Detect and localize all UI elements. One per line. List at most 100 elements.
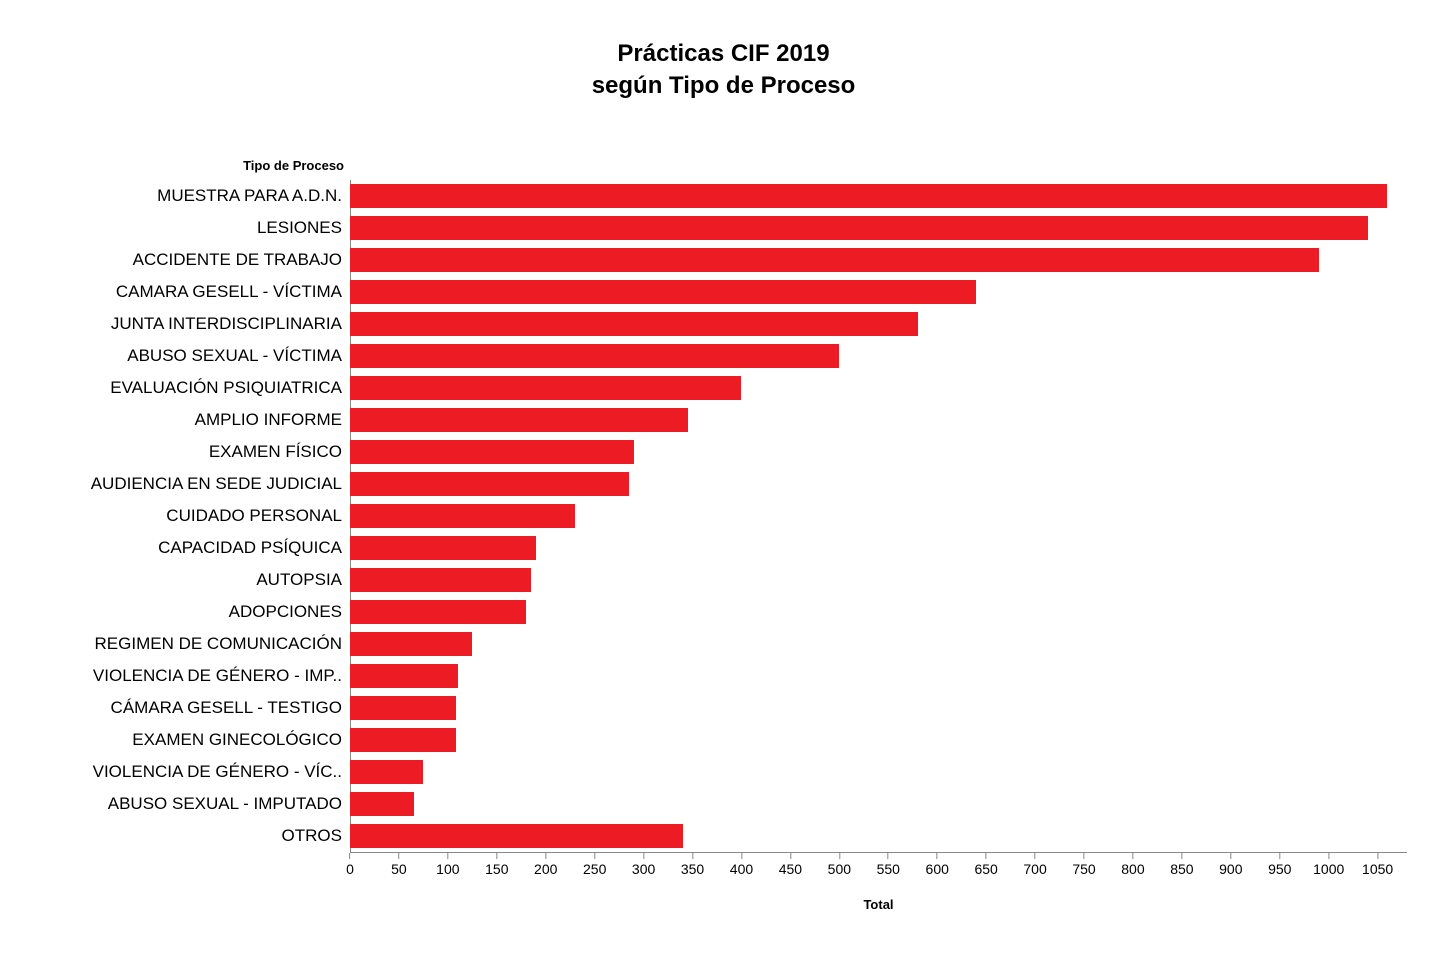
tick-label: 800 (1121, 861, 1144, 877)
x-tick: 800 (1121, 853, 1144, 877)
x-axis: Total 0501001502002503003504004505005506… (350, 852, 1407, 892)
bar-track (350, 660, 1407, 692)
x-tick: 200 (534, 853, 557, 877)
category-label: VIOLENCIA DE GÉNERO - VÍC.. (40, 762, 350, 782)
bar-row: ACCIDENTE DE TRABAJO (40, 244, 1407, 276)
bar-track (350, 532, 1407, 564)
tick-mark (1035, 853, 1036, 859)
bar-track (350, 628, 1407, 660)
category-label: REGIMEN DE COMUNICACIÓN (40, 634, 350, 654)
bar-track (350, 724, 1407, 756)
bar-row: CAPACIDAD PSÍQUICA (40, 532, 1407, 564)
tick-label: 700 (1023, 861, 1046, 877)
category-label: ABUSO SEXUAL - IMPUTADO (40, 794, 350, 814)
bar-row: CAMARA GESELL - VÍCTIMA (40, 276, 1407, 308)
bar-row: REGIMEN DE COMUNICACIÓN (40, 628, 1407, 660)
tick-label: 200 (534, 861, 557, 877)
category-label: AMPLIO INFORME (40, 410, 350, 430)
bar-track (350, 500, 1407, 532)
tick-label: 650 (974, 861, 997, 877)
bar (350, 312, 918, 336)
bar-track (350, 468, 1407, 500)
bar (350, 600, 526, 624)
bar-row: EXAMEN FÍSICO (40, 436, 1407, 468)
category-label: CUIDADO PERSONAL (40, 506, 350, 526)
bar-track (350, 564, 1407, 596)
x-tick: 850 (1170, 853, 1193, 877)
bar (350, 632, 472, 656)
bar-row: ADOPCIONES (40, 596, 1407, 628)
tick-mark (1084, 853, 1085, 859)
x-tick: 750 (1072, 853, 1095, 877)
x-tick: 350 (681, 853, 704, 877)
bar (350, 344, 839, 368)
bar-track (350, 180, 1407, 212)
tick-mark (1230, 853, 1231, 859)
tick-label: 450 (779, 861, 802, 877)
bar-row: EXAMEN GINECOLÓGICO (40, 724, 1407, 756)
tick-mark (741, 853, 742, 859)
tick-mark (1132, 853, 1133, 859)
tick-label: 900 (1219, 861, 1242, 877)
category-label: MUESTRA PARA A.D.N. (40, 186, 350, 206)
bar-row: AUTOPSIA (40, 564, 1407, 596)
x-tick: 0 (346, 853, 354, 877)
bar (350, 824, 683, 848)
y-axis-title: Tipo de Proceso (243, 158, 344, 173)
tick-label: 300 (632, 861, 655, 877)
tick-mark (1328, 853, 1329, 859)
bar-row: AUDIENCIA EN SEDE JUDICIAL (40, 468, 1407, 500)
bar-row: AMPLIO INFORME (40, 404, 1407, 436)
tick-label: 1050 (1362, 861, 1393, 877)
category-label: ACCIDENTE DE TRABAJO (40, 250, 350, 270)
x-tick: 150 (485, 853, 508, 877)
bar (350, 376, 741, 400)
tick-label: 750 (1072, 861, 1095, 877)
category-label: ADOPCIONES (40, 602, 350, 622)
category-label: ABUSO SEXUAL - VÍCTIMA (40, 346, 350, 366)
category-label: CAMARA GESELL - VÍCTIMA (40, 282, 350, 302)
tick-mark (692, 853, 693, 859)
bar (350, 184, 1387, 208)
x-tick: 250 (583, 853, 606, 877)
tick-label: 950 (1268, 861, 1291, 877)
tick-mark (1181, 853, 1182, 859)
tick-mark (349, 853, 350, 859)
tick-label: 1000 (1313, 861, 1344, 877)
bar (350, 728, 456, 752)
x-tick: 550 (877, 853, 900, 877)
x-tick: 400 (730, 853, 753, 877)
tick-label: 50 (391, 861, 407, 877)
bar (350, 472, 629, 496)
tick-label: 850 (1170, 861, 1193, 877)
tick-mark (937, 853, 938, 859)
bar-row: ABUSO SEXUAL - VÍCTIMA (40, 340, 1407, 372)
x-tick: 650 (974, 853, 997, 877)
tick-mark (1279, 853, 1280, 859)
x-tick: 950 (1268, 853, 1291, 877)
tick-mark (888, 853, 889, 859)
category-label: AUDIENCIA EN SEDE JUDICIAL (40, 474, 350, 494)
x-tick: 900 (1219, 853, 1242, 877)
category-label: JUNTA INTERDISCIPLINARIA (40, 314, 350, 334)
tick-mark (398, 853, 399, 859)
x-tick: 1000 (1313, 853, 1344, 877)
category-label: EVALUACIÓN PSIQUIATRICA (40, 378, 350, 398)
tick-label: 250 (583, 861, 606, 877)
bar-track (350, 372, 1407, 404)
category-label: EXAMEN FÍSICO (40, 442, 350, 462)
x-tick: 700 (1023, 853, 1046, 877)
bar (350, 792, 414, 816)
tick-label: 100 (436, 861, 459, 877)
bar-track (350, 788, 1407, 820)
bar-row: MUESTRA PARA A.D.N. (40, 180, 1407, 212)
tick-label: 400 (730, 861, 753, 877)
bar-track (350, 404, 1407, 436)
tick-mark (839, 853, 840, 859)
bar (350, 504, 575, 528)
tick-label: 550 (877, 861, 900, 877)
bar (350, 568, 531, 592)
x-tick: 450 (779, 853, 802, 877)
x-axis-title: Total (863, 897, 893, 912)
bar (350, 440, 634, 464)
